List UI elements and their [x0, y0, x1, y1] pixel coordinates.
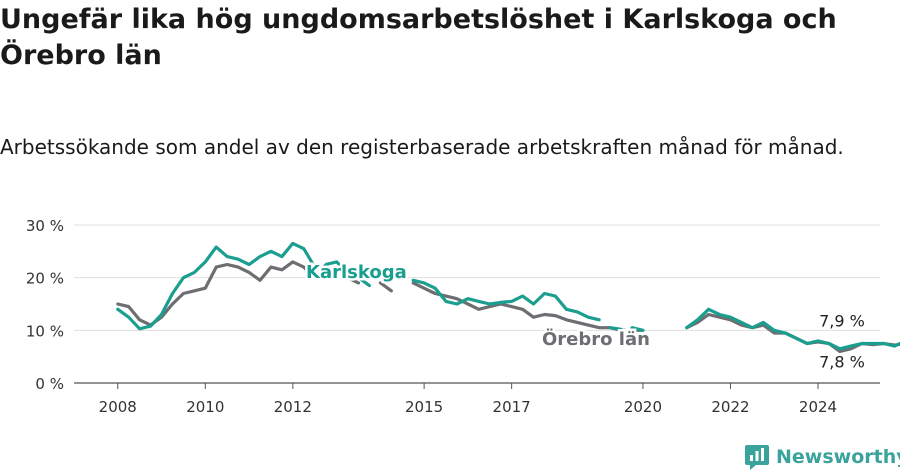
y-tick-label: 30 %: [26, 217, 64, 235]
y-tick-label: 10 %: [26, 322, 64, 340]
x-tick-label: 2017: [493, 398, 531, 416]
series-labels: Karlskoga Örebro län 7,9 % 7,8 %: [304, 260, 865, 372]
series-line-karlskoga: [116, 241, 900, 351]
x-tick-label: 2010: [186, 398, 224, 416]
y-axis: 0 % 10 % 20 % 30 %: [26, 217, 64, 393]
x-tick-label: 2020: [624, 398, 662, 416]
chart-subtitle: Arbetssökande som andel av den registerb…: [0, 135, 844, 159]
series-lines: [116, 241, 900, 353]
chart-title: Ungefär lika hög ungdomsarbetslöshet i K…: [0, 4, 837, 71]
x-tick-label: 2024: [799, 398, 837, 416]
x-tick-label: 2015: [405, 398, 443, 416]
x-tick-label: 2022: [711, 398, 749, 416]
newsworthy-logo-icon: [745, 445, 769, 470]
x-tick-label: 2008: [99, 398, 137, 416]
y-tick-label: 20 %: [26, 270, 64, 288]
series-label-karlskoga: Karlskoga: [306, 262, 407, 283]
end-label-orebro: 7,8 %: [819, 352, 865, 371]
y-tick-label: 0 %: [35, 375, 64, 393]
line-chart: 0 % 10 % 20 % 30 % 2008 2010 2012 2015 2017 2020…: [26, 217, 900, 416]
x-axis: 2008 2010 2012 2015 2017 2020 2022 2024: [74, 382, 880, 416]
x-tick-label: 2012: [274, 398, 312, 416]
newsworthy-logo-text: Newsworthy: [776, 446, 900, 468]
series-line-orebro: [116, 260, 900, 353]
grid-lines: [74, 224, 880, 331]
end-label-karlskoga: 7,9 %: [819, 311, 865, 330]
series-label-orebro: Örebro län: [542, 328, 650, 350]
newsworthy-logo: Newsworthy: [744, 440, 900, 474]
